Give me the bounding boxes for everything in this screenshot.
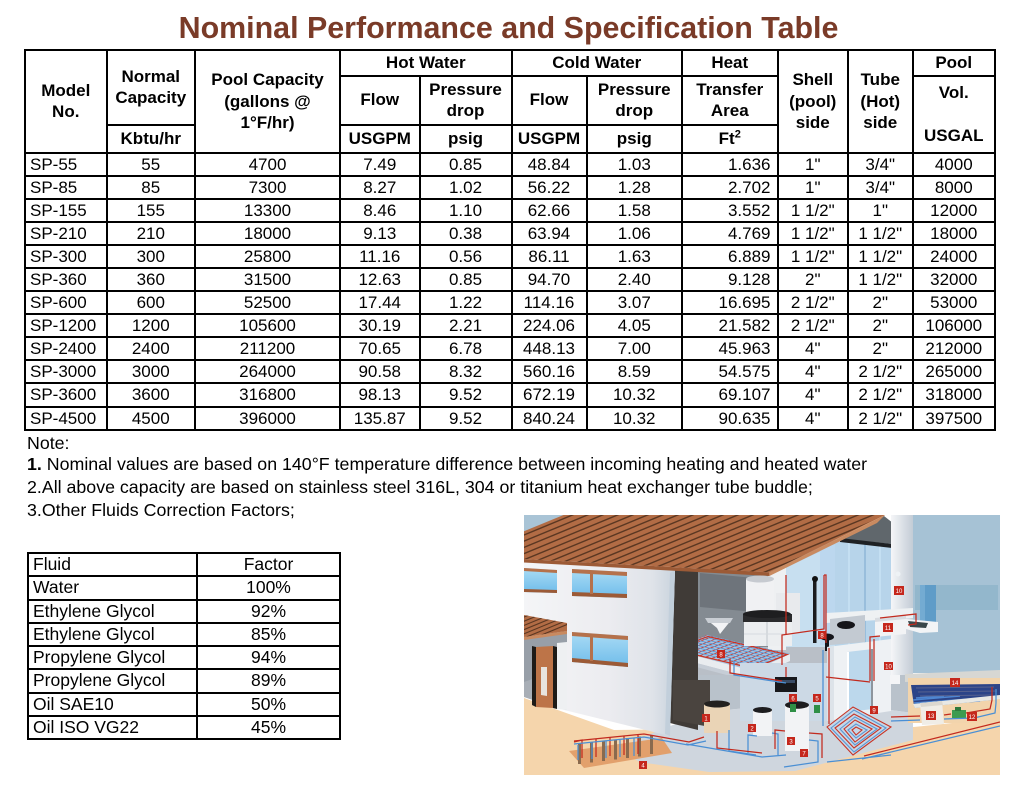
svg-text:9: 9: [872, 708, 876, 714]
svg-text:7: 7: [802, 751, 806, 757]
svg-text:10: 10: [896, 589, 903, 595]
svg-text:11: 11: [885, 626, 892, 632]
svg-text:8: 8: [719, 652, 723, 658]
svg-text:6: 6: [791, 696, 795, 702]
svg-text:8: 8: [820, 633, 824, 639]
svg-text:10: 10: [885, 664, 892, 670]
svg-text:3: 3: [789, 739, 793, 745]
svg-text:2: 2: [750, 726, 754, 732]
svg-text:13: 13: [928, 714, 935, 720]
svg-text:12: 12: [969, 715, 976, 721]
svg-text:14: 14: [952, 681, 959, 687]
svg-text:4: 4: [641, 763, 645, 769]
svg-text:5: 5: [815, 696, 819, 702]
svg-text:1: 1: [704, 716, 708, 722]
